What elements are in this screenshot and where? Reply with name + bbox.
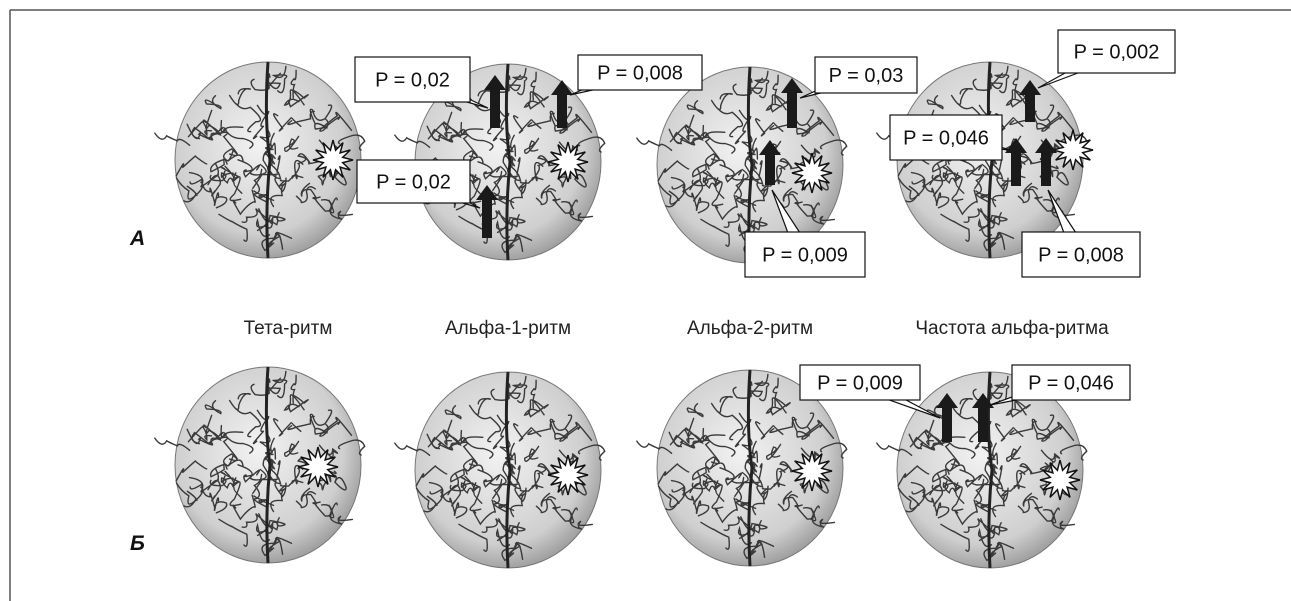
- column-label: Тета-ритм: [244, 318, 333, 339]
- p-value: P = 0,009: [762, 245, 848, 267]
- p-value: P = 0,03: [829, 65, 904, 87]
- p-value: P = 0,046: [903, 128, 989, 150]
- p-value: P = 0,02: [375, 70, 450, 92]
- p-value: P = 0,008: [597, 63, 683, 85]
- p-value: P = 0,046: [1028, 373, 1114, 395]
- figure: А Б Тета-ритм Альфа-1-ритм Альфа-2-ритм …: [0, 0, 1291, 601]
- column-label: Альфа-2-ритм: [687, 318, 813, 339]
- column-label: Частота альфа-ритма: [915, 318, 1109, 339]
- p-value: P = 0,008: [1038, 245, 1124, 267]
- p-value: P = 0,02: [376, 172, 451, 194]
- brain-image: [155, 367, 365, 563]
- panel-label: Б: [130, 532, 145, 555]
- p-value: P = 0,009: [817, 373, 903, 395]
- column-label: Альфа-1-ритм: [445, 318, 571, 339]
- p-value: P = 0,002: [1074, 42, 1160, 64]
- panel-label: А: [129, 227, 145, 250]
